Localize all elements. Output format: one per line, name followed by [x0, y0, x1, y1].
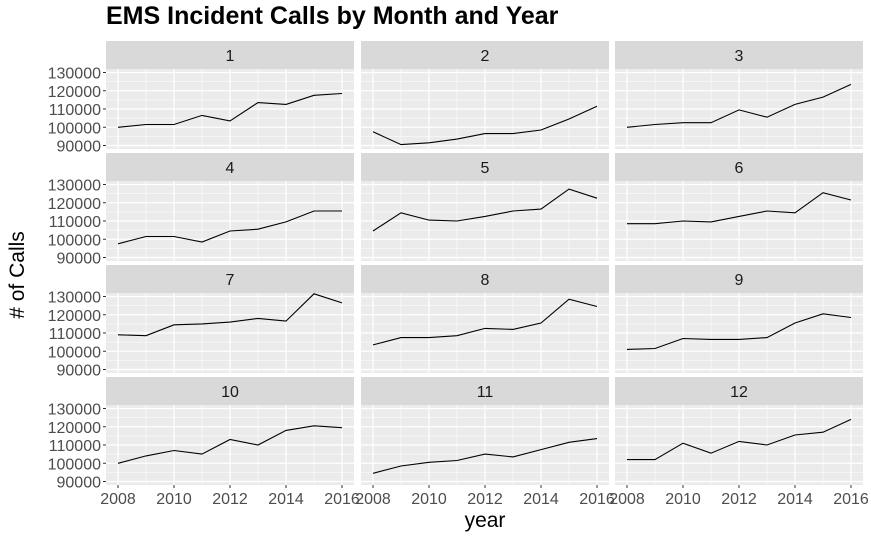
series-line-4 — [117, 210, 342, 245]
y-tick-label: 100000 — [48, 232, 101, 249]
y-tick-label: 130000 — [48, 402, 101, 419]
facet-strip — [361, 153, 609, 181]
facet-strip-label: 5 — [481, 160, 490, 177]
x-tick-label: 2008 — [100, 491, 136, 508]
y-tick-label: 120000 — [48, 420, 101, 437]
y-tick-label: 100000 — [48, 120, 101, 137]
series-line-12 — [627, 418, 852, 461]
facet-panel-8: 8 — [361, 265, 609, 373]
series-line-1 — [117, 92, 343, 128]
y-tick-label: 130000 — [48, 178, 101, 195]
facet-strip — [615, 265, 863, 293]
y-tick-label: 110000 — [49, 326, 101, 343]
series-line-8 — [372, 298, 598, 346]
x-tick-label: 2010 — [411, 491, 447, 508]
series-line-11 — [372, 438, 598, 474]
facet-panel-9: 9 — [615, 265, 863, 373]
y-tick-label: 120000 — [48, 196, 101, 213]
facet-strip — [106, 153, 354, 181]
facet-panel-3: 3 — [615, 41, 863, 149]
facet-strip — [615, 377, 863, 405]
facet-strip-label: 2 — [481, 48, 490, 65]
series-line-2 — [372, 105, 598, 146]
x-tick-label: 2012 — [467, 491, 503, 508]
facet-strip — [106, 41, 354, 69]
series-line-7 — [117, 293, 343, 337]
y-tick-label: 100000 — [48, 456, 101, 473]
series-line-3 — [626, 83, 852, 128]
facet-strip — [615, 153, 863, 181]
series-line-9 — [626, 313, 852, 350]
x-tick-label: 2008 — [355, 491, 391, 508]
series-line-10 — [117, 425, 343, 464]
facet-panel-5: 5 — [361, 153, 609, 261]
y-tick-label: 110000 — [49, 214, 101, 231]
facet-strip — [361, 41, 609, 69]
x-tick-label: 2008 — [609, 491, 645, 508]
facet-strip — [106, 265, 354, 293]
facet-strip — [361, 265, 609, 293]
series-line-6 — [627, 192, 852, 225]
y-tick-label: 120000 — [48, 84, 101, 101]
facet-strip-label: 1 — [226, 48, 235, 65]
y-tick-label: 90000 — [57, 251, 102, 268]
facet-strip-label: 8 — [481, 272, 490, 289]
y-tick-label: 130000 — [48, 66, 101, 83]
facet-strip-label: 6 — [735, 160, 744, 177]
series-line-5 — [372, 188, 598, 232]
facet-strip-label: 4 — [226, 160, 235, 177]
facet-strip-label: 3 — [735, 48, 744, 65]
y-tick-label: 120000 — [48, 308, 101, 325]
x-tick-label: 2016 — [833, 491, 869, 508]
y-tick-label: 100000 — [48, 344, 101, 361]
facet-panel-2: 2 — [361, 41, 609, 149]
y-tick-label: 90000 — [57, 363, 102, 380]
facet-panel-6: 6 — [615, 153, 863, 261]
x-tick-label: 2010 — [665, 491, 701, 508]
y-tick-label: 90000 — [57, 475, 102, 492]
x-tick-label: 2016 — [324, 491, 360, 508]
chart-title: EMS Incident Calls by Month and Year — [106, 2, 559, 30]
y-tick-label: 110000 — [49, 102, 101, 119]
facet-strip-label: 11 — [477, 384, 494, 401]
facet-panel-11: 11 2008 2010 2012 2014 2016 — [355, 377, 615, 508]
facet-strip — [361, 377, 609, 405]
facet-strip-label: 9 — [735, 272, 744, 289]
x-tick-label: 2016 — [579, 491, 615, 508]
y-tick-label: 90000 — [57, 139, 102, 156]
x-axis-title: year — [465, 509, 506, 532]
x-tick-label: 2012 — [212, 491, 248, 508]
facet-strip-label: 10 — [221, 384, 239, 401]
facet-strip — [106, 377, 354, 405]
facet-panel-12: 12 2008 2010 2012 2014 2016 — [609, 377, 869, 508]
y-tick-label: 110000 — [49, 438, 101, 455]
x-tick-label: 2012 — [721, 491, 757, 508]
y-axis-title: # of Calls — [6, 231, 29, 319]
facet-strip — [615, 41, 863, 69]
y-tick-label: 130000 — [48, 290, 101, 307]
facet-strip-label: 12 — [730, 384, 748, 401]
x-tick-label: 2014 — [777, 491, 813, 508]
x-tick-label: 2010 — [156, 491, 192, 508]
x-tick-label: 2014 — [523, 491, 559, 508]
x-tick-label: 2014 — [268, 491, 304, 508]
facet-strip-label: 7 — [226, 272, 235, 289]
